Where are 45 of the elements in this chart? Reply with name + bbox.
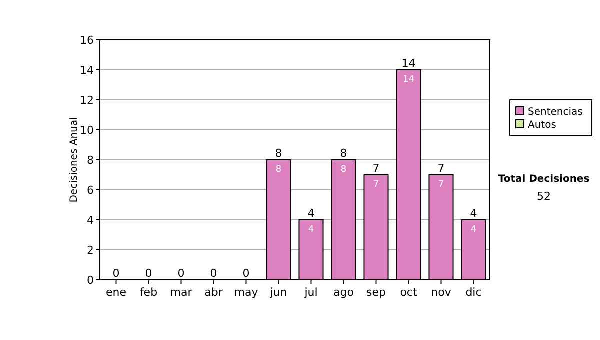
data-label: 7 <box>373 180 380 190</box>
data-label: 4 <box>308 225 314 235</box>
data-label: 8 <box>276 165 282 175</box>
x-tick-label: ago <box>334 286 354 299</box>
data-label: 7 <box>438 180 444 190</box>
y-tick-label: 14 <box>80 64 94 77</box>
total-label: 8 <box>340 147 348 160</box>
y-tick-label: 12 <box>80 94 94 107</box>
text: 52 <box>537 190 551 203</box>
x-tick-label: jun <box>269 286 288 299</box>
total-label: 7 <box>438 162 445 175</box>
y-tick-label: 6 <box>87 184 94 197</box>
total-label: 8 <box>275 147 282 160</box>
legend-label: Autos <box>528 120 556 131</box>
x-tick-label: mar <box>170 286 193 299</box>
total-label: 7 <box>372 162 380 175</box>
y-tick-label: 2 <box>87 244 94 257</box>
total-label: 0 <box>210 267 218 280</box>
total-label: 0 <box>178 267 185 280</box>
x-tick-label: may <box>234 286 259 299</box>
data-label: 4 <box>470 225 477 235</box>
x-tick-label: abr <box>204 286 224 299</box>
total-label: 4 <box>308 207 315 220</box>
x-tick-label: ene <box>106 286 127 299</box>
y-tick-label: 8 <box>87 154 94 167</box>
data-label: 14 <box>403 75 415 85</box>
y-tick-label: 10 <box>80 124 94 137</box>
y-tick-label: 4 <box>87 214 94 227</box>
x-tick-label: oct <box>400 286 418 299</box>
y-axis-title: Decisiones Anual <box>69 117 80 203</box>
x-tick-label: dic <box>466 286 482 299</box>
x-tick-label: nov <box>431 286 452 299</box>
total-label: 4 <box>470 207 478 220</box>
text: Total Decisiones <box>498 174 590 185</box>
x-tick-label: sep <box>366 286 386 299</box>
legend-label: Sentencias <box>528 107 583 118</box>
x-tick-label: feb <box>140 286 158 299</box>
x-tick-label: jul <box>304 286 318 299</box>
data-label: 8 <box>340 165 347 175</box>
total-label: 0 <box>145 267 152 280</box>
y-tick-label: 16 <box>80 34 94 47</box>
total-label: 0 <box>112 267 120 280</box>
y-tick-label: 0 <box>87 274 94 287</box>
total-label: 0 <box>242 267 250 280</box>
total-label: 14 <box>402 57 416 70</box>
